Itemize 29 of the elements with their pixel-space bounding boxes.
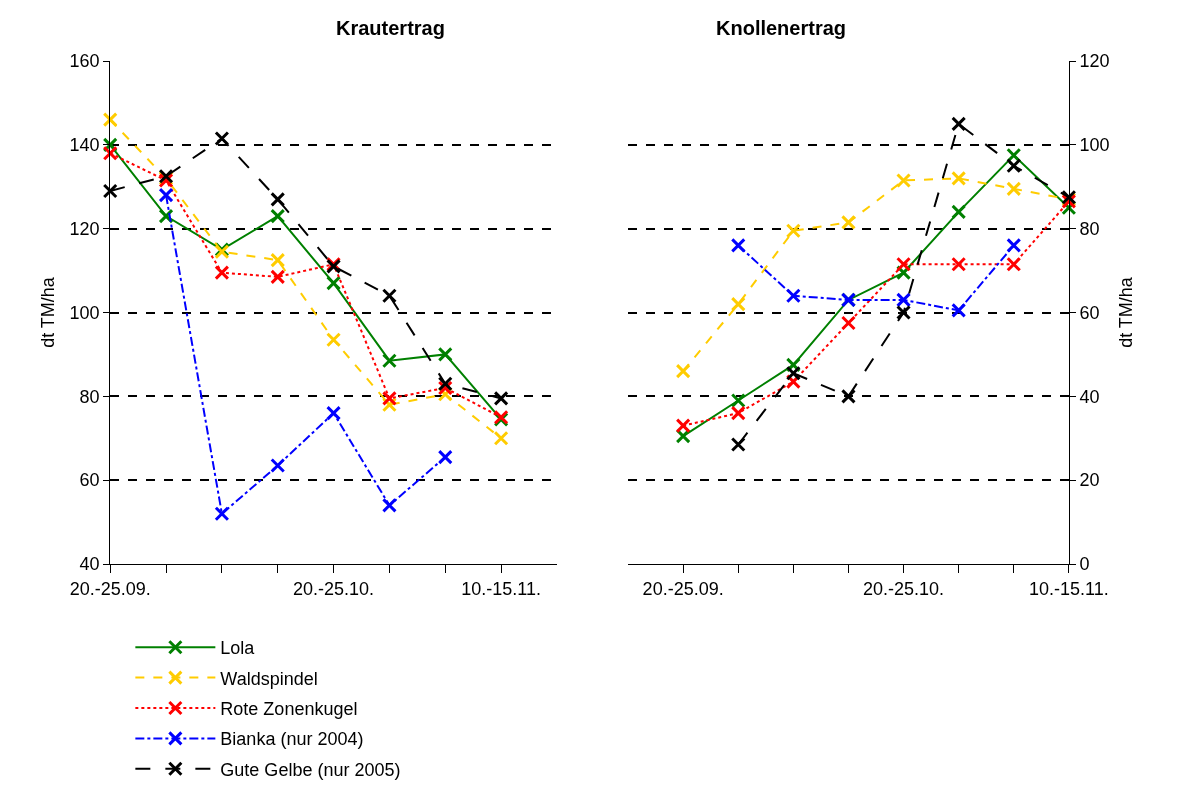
- y-tick-label: 60: [79, 470, 100, 491]
- x-tick-label: 20.-25.10.: [293, 578, 375, 599]
- y-tick-label: 40: [1079, 386, 1100, 407]
- y-axis-title: dt TM/ha: [1115, 276, 1136, 348]
- y-tick-label: 120: [1079, 51, 1110, 72]
- y-tick-label: 20: [1079, 470, 1100, 491]
- legend-label: Lola: [220, 638, 256, 659]
- y-tick-label: 40: [79, 554, 100, 575]
- x-tick-label: 20.-25.09.: [69, 578, 151, 599]
- chart-title: Krautertrag: [336, 17, 445, 39]
- y-tick-label: 160: [69, 51, 100, 72]
- y-tick-label: 80: [79, 386, 100, 407]
- chart-title: Knollenertrag: [716, 17, 847, 39]
- y-tick-label: 80: [1079, 218, 1100, 239]
- x-tick-label: 20.-25.10.: [863, 578, 945, 599]
- legend-label: Waldspindel: [220, 668, 318, 689]
- legend-label: Bianka (nur 2004): [220, 729, 364, 750]
- legend-label: Gute Gelbe (nur 2005): [220, 759, 401, 780]
- y-tick-label: 100: [69, 302, 100, 323]
- y-tick-label: 0: [1079, 554, 1090, 575]
- y-tick-label: 60: [1079, 302, 1100, 323]
- y-tick-label: 120: [69, 218, 100, 239]
- x-tick-label: 10.-15.11.: [1029, 578, 1109, 599]
- y-tick-label: 140: [69, 135, 100, 156]
- y-tick-label: 100: [1079, 135, 1110, 156]
- x-tick-label: 20.-25.09.: [642, 578, 724, 599]
- x-tick-label: 10.-15.11.: [461, 578, 541, 599]
- legend-label: Rote Zonenkugel: [220, 699, 358, 720]
- y-axis-title: dt TM/ha: [37, 276, 58, 348]
